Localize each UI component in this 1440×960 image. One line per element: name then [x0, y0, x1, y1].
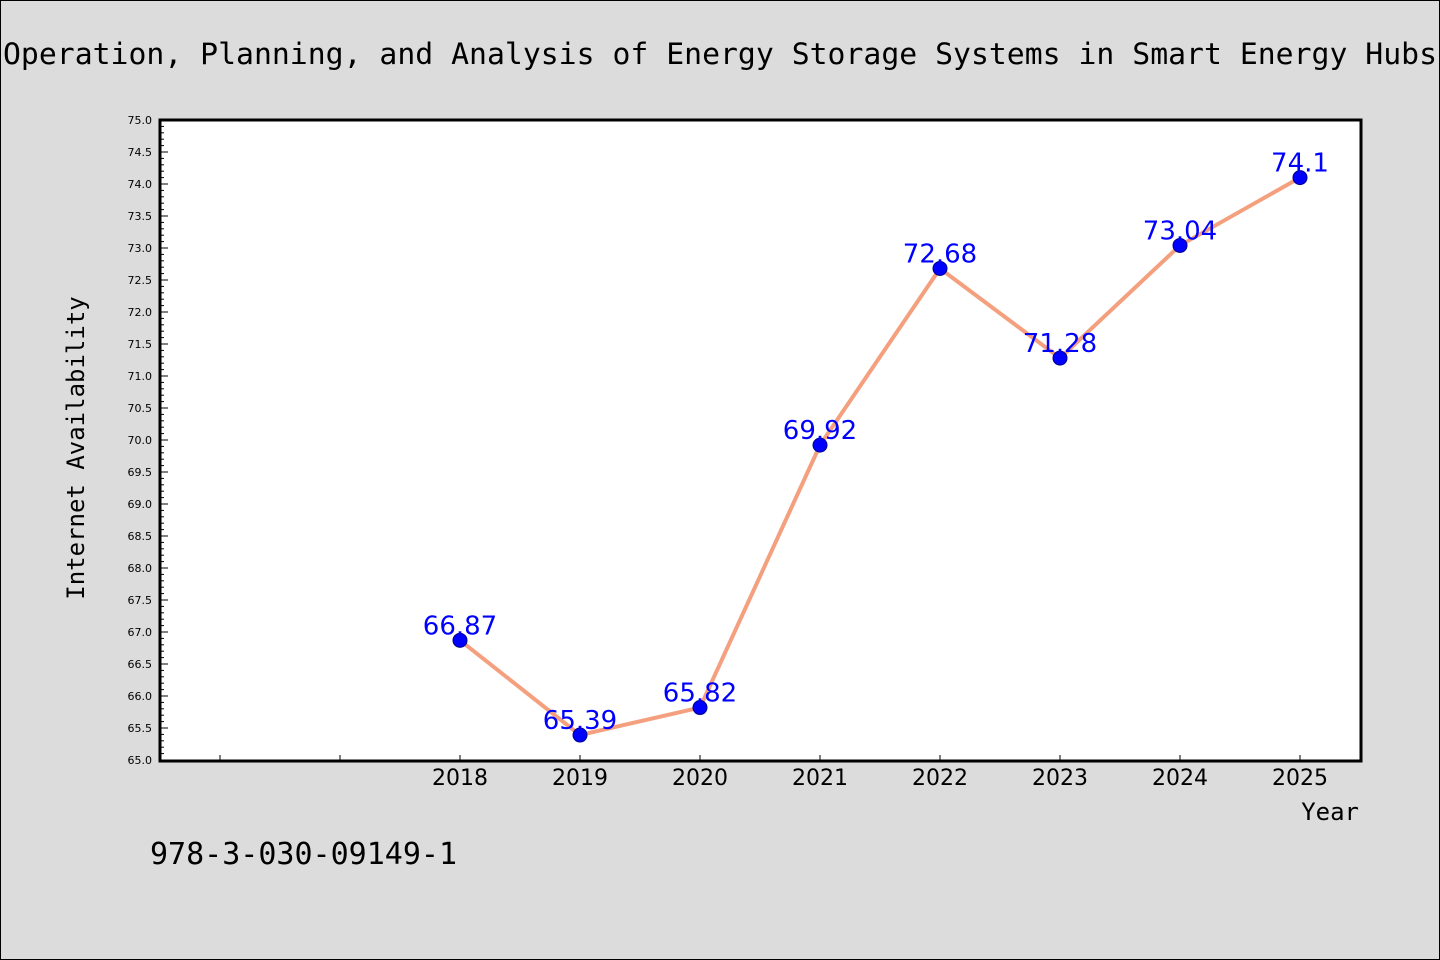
- y-tick-label: 72.5: [128, 274, 153, 287]
- data-label: 71.28: [1023, 329, 1097, 359]
- chart-title: Operation, Planning, and Analysis of Ene…: [3, 37, 1437, 71]
- y-axis-title: Internet Availability: [62, 296, 90, 599]
- series-line: [458, 175, 1302, 738]
- y-tick-label: 73.0: [128, 242, 153, 255]
- y-tick-label: 71.0: [128, 370, 153, 383]
- y-axis: 65.0 65.5 66.0 66.5 67.0 67.5 68.0 68.5 69.0 69.5…: [128, 114, 168, 767]
- data-label: 73.04: [1143, 216, 1217, 246]
- y-tick-label: 73.5: [128, 210, 153, 223]
- data-point: [572, 727, 588, 743]
- x-tick-label: 2018: [432, 766, 488, 791]
- x-axis-title: Year: [1301, 798, 1359, 826]
- data-point: [812, 437, 828, 453]
- y-tick-label: 70.5: [128, 402, 153, 415]
- y-tick-label: 68.5: [128, 530, 153, 543]
- y-tick-label: 71.5: [128, 338, 153, 351]
- y-tick-label: 65.0: [128, 754, 153, 767]
- x-tick-label: 2021: [792, 766, 848, 791]
- y-tick-label: 74.0: [128, 178, 153, 191]
- x-axis: 2018 2019 2020 2021 2022 2023 2024 2025: [219, 755, 1328, 791]
- x-tick-label: 2020: [672, 766, 728, 791]
- y-tick-label: 68.0: [128, 562, 153, 575]
- y-tick-label: 70.0: [128, 434, 153, 447]
- data-point: [1292, 170, 1308, 186]
- data-label: 72.68: [903, 239, 977, 269]
- data-point: [932, 260, 948, 276]
- data-label: 69.92: [783, 416, 857, 446]
- data-point: [692, 700, 708, 716]
- y-tick-label: 69.0: [128, 498, 153, 511]
- y-tick-label: 74.5: [128, 146, 153, 159]
- data-point: [452, 632, 468, 648]
- data-point: [1052, 350, 1068, 366]
- data-label: 66.87: [423, 611, 497, 641]
- isbn-label: 978-3-030-09149-1: [150, 837, 457, 872]
- y-tick-label: 72.0: [128, 306, 153, 319]
- data-label: 74.1: [1271, 149, 1329, 179]
- x-tick-label: 2025: [1272, 766, 1328, 791]
- y-tick-label: 75.0: [128, 114, 153, 127]
- x-tick-label: 2024: [1152, 766, 1208, 791]
- y-tick-label: 66.0: [128, 690, 153, 703]
- y-tick-label: 65.5: [128, 722, 153, 735]
- x-tick-label: 2022: [912, 766, 968, 791]
- y-tick-label: 67.5: [128, 594, 153, 607]
- y-tick-label: 69.5: [128, 466, 153, 479]
- y-tick-label: 67.0: [128, 626, 153, 639]
- y-tick-label: 66.5: [128, 658, 153, 671]
- series-layer: 66.87 65.39 65.82 69.92 72.68 71.28 73.04 74.1: [423, 149, 1329, 743]
- x-tick-label: 2019: [552, 766, 608, 791]
- plot-area: [158, 118, 1363, 763]
- data-label: 65.39: [543, 706, 617, 736]
- data-point: [1172, 237, 1188, 253]
- data-label: 65.82: [663, 679, 737, 709]
- x-tick-label: 2023: [1032, 766, 1088, 791]
